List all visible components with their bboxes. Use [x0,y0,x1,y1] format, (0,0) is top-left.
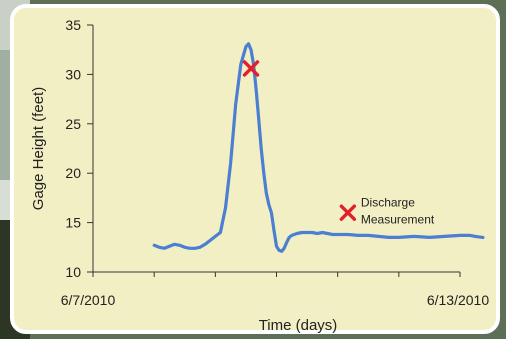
axes [92,25,460,273]
x-ticks [92,272,461,277]
discharge-measurement-marker [242,60,260,77]
chart-panel [10,4,500,334]
y-tick-label: 15 [65,215,81,231]
y-tick-label: 25 [65,116,81,132]
y-tick-label: 10 [65,264,81,280]
y-tick-label: 20 [65,165,81,181]
y-ticks: 10 15 20 25 30 35 [65,17,93,280]
x-axis-title: Time (days) [259,317,338,334]
x-tick-label-start: 6/7/2010 [61,292,116,308]
gage-height-series-line [152,42,485,253]
discharge-measurement-marker [339,204,357,221]
discharge-annotation-line-1: Discharge [361,196,415,210]
discharge-markers [242,60,357,221]
y-tick-label: 35 [65,17,81,33]
discharge-annotation-line-2: Measurement [361,213,435,227]
y-tick-label: 30 [65,66,81,82]
x-tick-label-end: 6/13/2010 [427,292,489,308]
y-axis-title: Gage Height (feet) [30,87,47,210]
